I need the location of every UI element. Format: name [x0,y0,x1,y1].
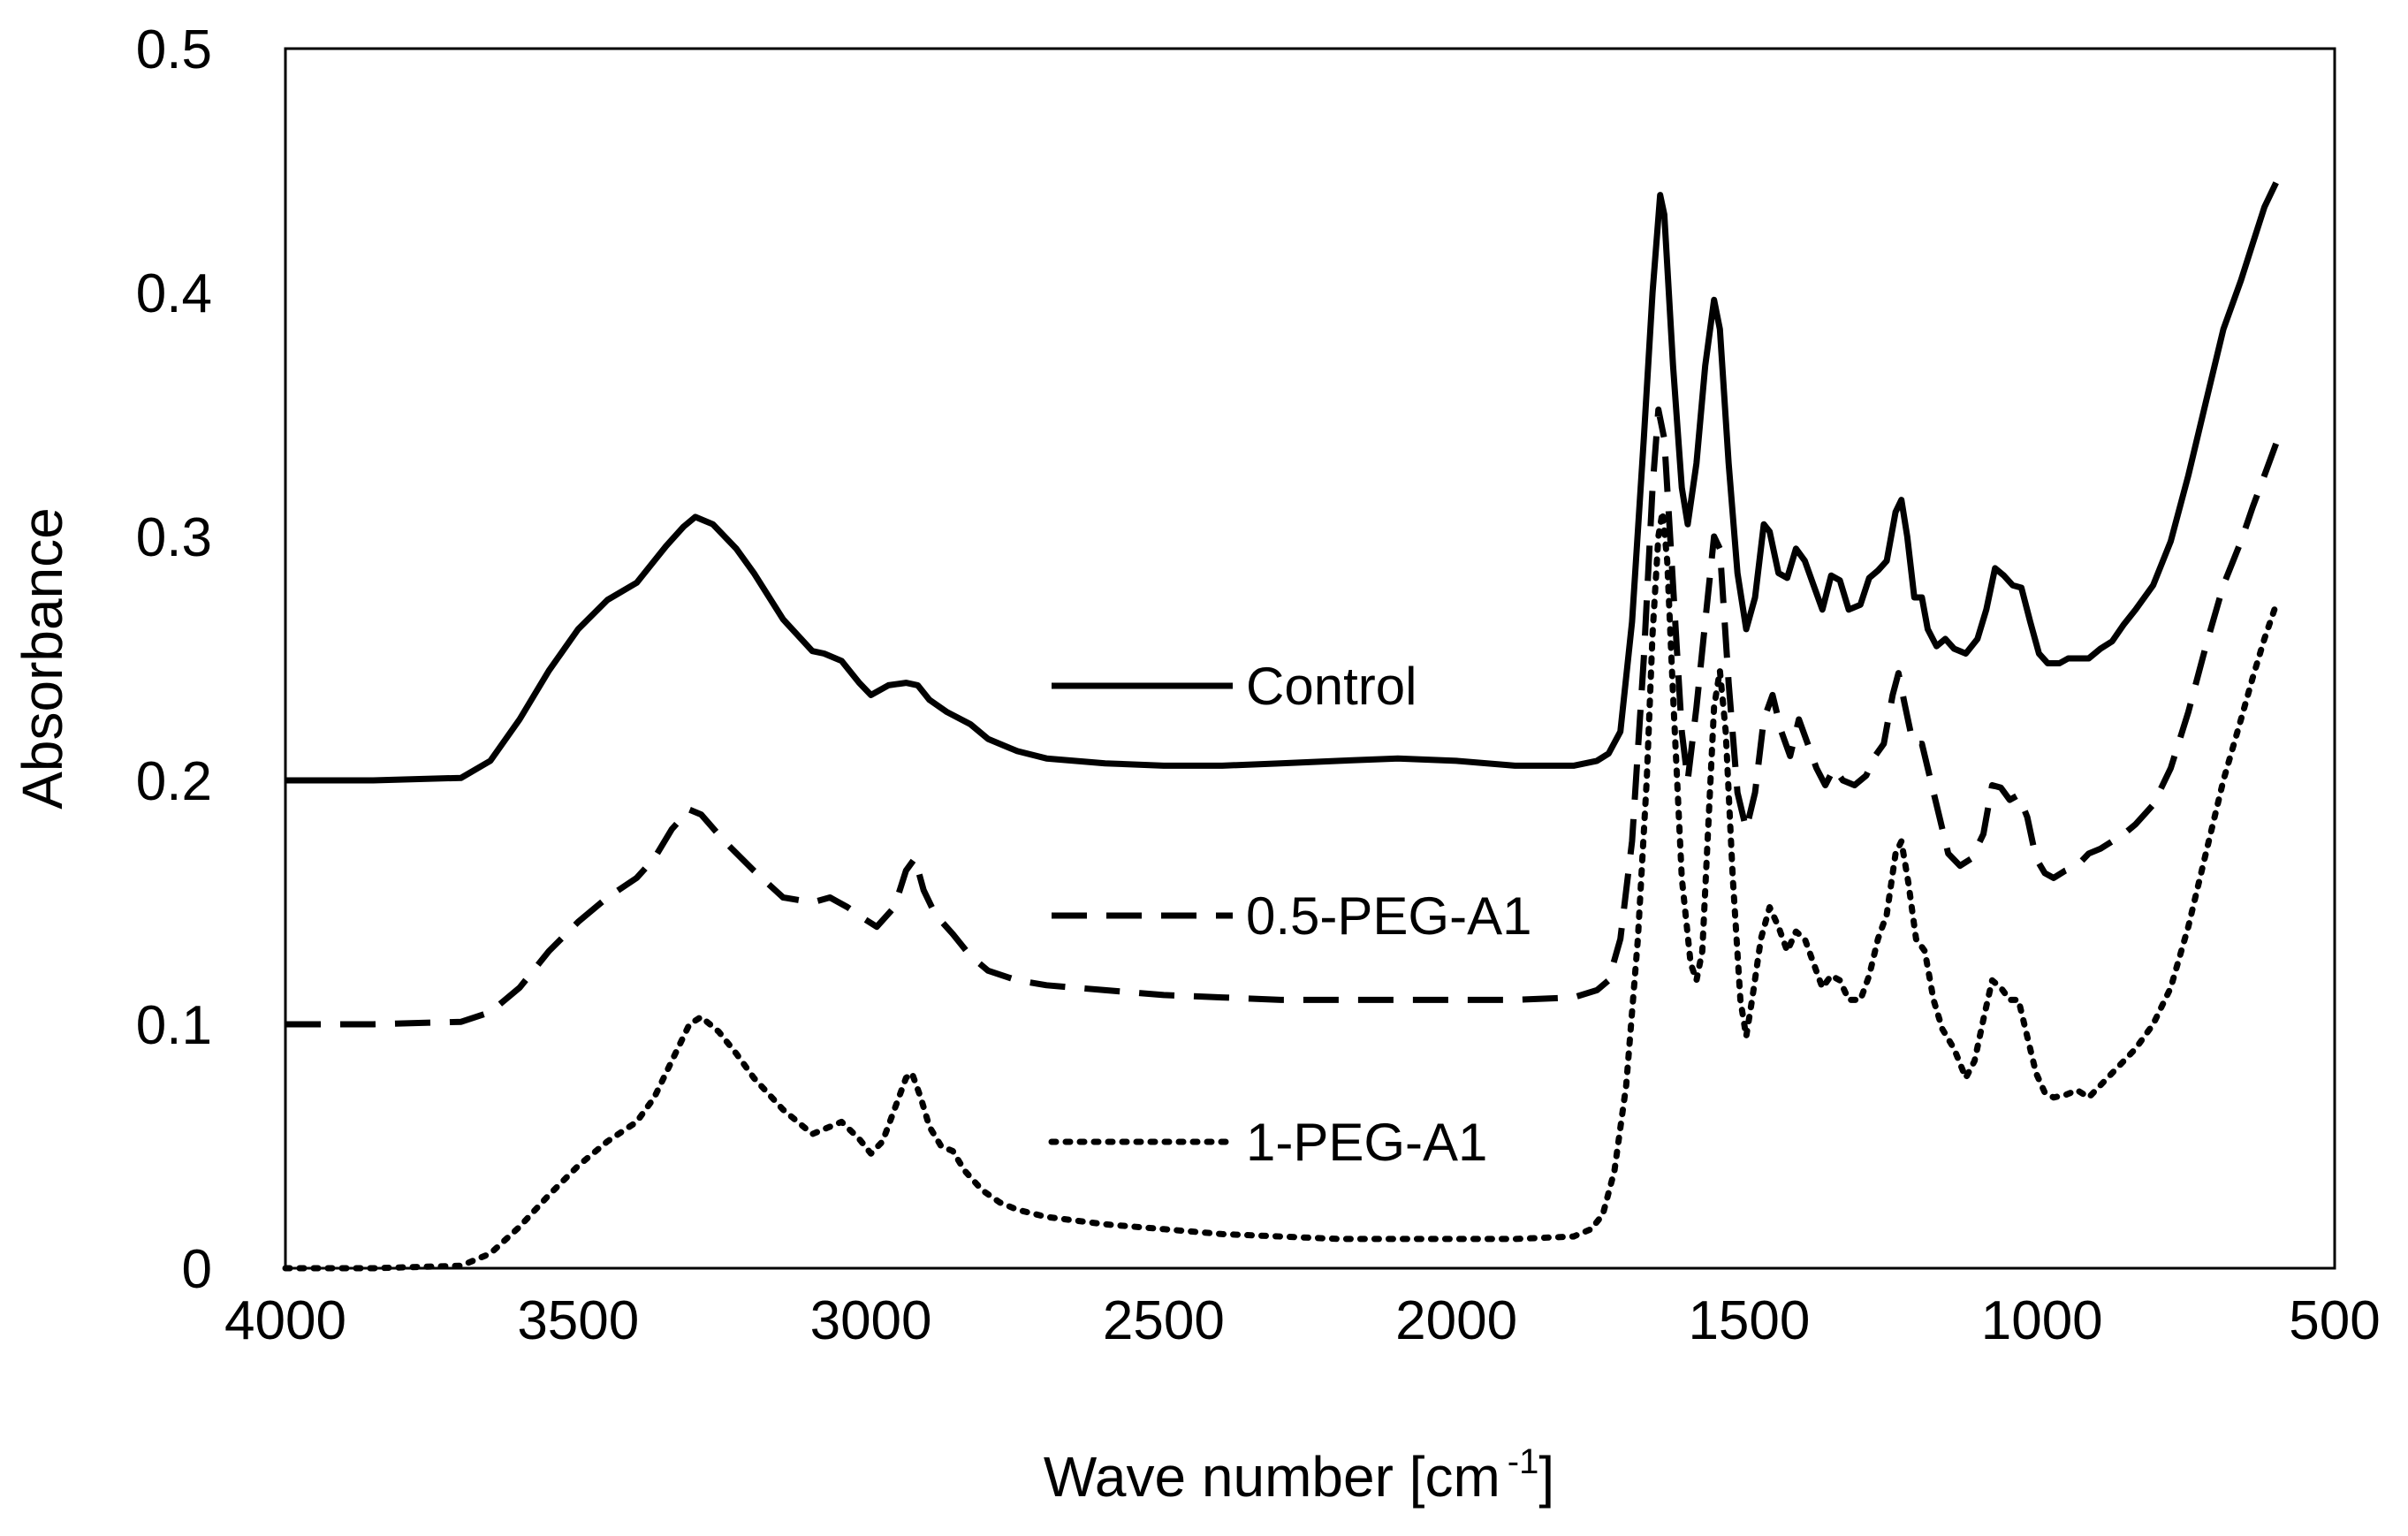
y-axis-title: Absorbance [11,507,74,810]
x-tick-label: 1500 [1688,1290,1810,1351]
series-line-2 [282,508,2280,1272]
x-tick-label: 1000 [1981,1290,2103,1351]
y-tick-label: 0 [182,1239,212,1300]
y-tick-label: 0.3 [136,507,212,568]
y-axis-tick-labels: 0 0.1 0.2 0.3 0.4 0.5 [136,19,212,1300]
x-tick-label: 3000 [810,1290,932,1351]
y-tick-label: 0.2 [136,751,212,812]
y-tick-label: 0.5 [136,19,212,80]
x-tick-label: 4000 [224,1290,346,1351]
x-tick-label: 500 [2289,1290,2380,1351]
y-tick-label: 0.4 [136,263,212,324]
x-axis-title-superscript: -1 [1508,1442,1539,1481]
legend-label-2: 1-PEG-A1 [1246,1113,1487,1172]
x-axis-title-suffix: ] [1538,1445,1554,1509]
x-axis-title: Wave number [cm -1] [1044,1442,1554,1509]
plot-area-frame [284,47,2336,1270]
x-tick-label: 2000 [1395,1290,1517,1351]
x-axis-tick-labels: 4000 3500 3000 2500 2000 1500 1000 500 [224,1290,2381,1351]
series-layer [282,181,2280,1272]
x-tick-label: 2500 [1103,1290,1225,1351]
x-axis-title-text: Wave number [cm [1044,1445,1500,1509]
x-tick-label: 3500 [517,1290,639,1351]
series-line-1 [285,407,2279,1028]
legend-label-0: Control [1246,657,1417,716]
legend: Control 0.5-PEG-A1 1-PEG-A1 [1048,657,1531,1172]
legend-label-1: 0.5-PEG-A1 [1246,886,1531,946]
series-line-0 [285,181,2279,784]
y-tick-label: 0.1 [136,995,212,1056]
